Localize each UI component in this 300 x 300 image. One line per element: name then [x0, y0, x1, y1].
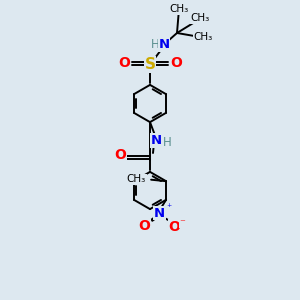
Text: CH₃: CH₃ [190, 13, 210, 23]
Text: O: O [114, 148, 126, 162]
Text: CH₃: CH₃ [169, 4, 189, 14]
Text: H: H [151, 38, 160, 51]
Text: ⁻: ⁻ [179, 218, 185, 228]
Text: O: O [168, 220, 180, 234]
Text: H: H [163, 136, 172, 149]
Text: N: N [150, 134, 162, 147]
Text: N: N [154, 207, 165, 220]
Text: N: N [158, 38, 170, 51]
Text: ⁺: ⁺ [166, 203, 171, 213]
Text: CH₃: CH₃ [127, 174, 146, 184]
Text: CH₃: CH₃ [194, 32, 213, 43]
Text: O: O [118, 56, 130, 70]
Text: O: O [170, 56, 182, 70]
Text: O: O [138, 220, 150, 233]
Text: S: S [145, 57, 155, 72]
